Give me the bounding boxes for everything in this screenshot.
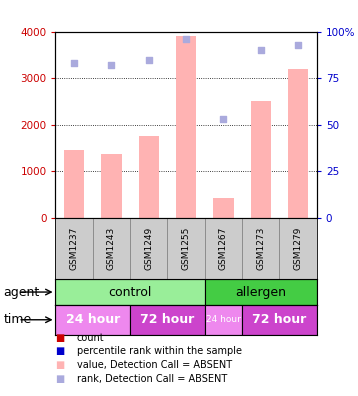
Point: [221, 116, 226, 122]
Bar: [205, 305, 242, 335]
Text: GSM1267: GSM1267: [219, 227, 228, 270]
Bar: [251, 101, 271, 218]
Bar: [205, 279, 317, 305]
Bar: [168, 218, 205, 279]
Bar: [288, 69, 309, 218]
Point: [183, 36, 189, 42]
Text: GSM1249: GSM1249: [144, 227, 153, 270]
Text: 72 hour: 72 hour: [252, 313, 306, 326]
Bar: [242, 305, 317, 335]
Text: ■: ■: [55, 374, 65, 384]
Text: rank, Detection Call = ABSENT: rank, Detection Call = ABSENT: [77, 374, 227, 384]
Text: 24 hour: 24 hour: [66, 313, 120, 326]
Bar: [213, 198, 234, 218]
Point: [71, 60, 77, 67]
Text: ■: ■: [55, 346, 65, 356]
Bar: [176, 36, 197, 218]
Text: GSM1279: GSM1279: [294, 227, 303, 270]
Text: 72 hour: 72 hour: [140, 313, 195, 326]
Text: ■: ■: [55, 333, 65, 343]
Bar: [130, 305, 205, 335]
Text: ■: ■: [55, 360, 65, 370]
Bar: [205, 218, 242, 279]
Text: time: time: [4, 313, 32, 326]
Point: [146, 56, 152, 63]
Point: [258, 47, 264, 53]
Bar: [242, 218, 280, 279]
Text: GSM1237: GSM1237: [70, 227, 79, 270]
Bar: [280, 218, 317, 279]
Point: [295, 42, 301, 48]
Bar: [55, 218, 93, 279]
Text: 24 hour: 24 hour: [206, 315, 241, 324]
Text: control: control: [108, 286, 152, 299]
Bar: [139, 136, 159, 218]
Text: value, Detection Call = ABSENT: value, Detection Call = ABSENT: [77, 360, 232, 370]
Text: GSM1255: GSM1255: [182, 227, 191, 270]
Bar: [55, 305, 130, 335]
Bar: [93, 218, 130, 279]
Bar: [55, 279, 205, 305]
Text: count: count: [77, 333, 105, 343]
Text: percentile rank within the sample: percentile rank within the sample: [77, 346, 242, 356]
Bar: [130, 218, 168, 279]
Text: allergen: allergen: [235, 286, 286, 299]
Text: agent: agent: [4, 286, 40, 299]
Text: GSM1273: GSM1273: [256, 227, 265, 270]
Bar: [101, 154, 122, 218]
Point: [108, 62, 114, 69]
Bar: [64, 150, 84, 218]
Text: GSM1243: GSM1243: [107, 227, 116, 270]
